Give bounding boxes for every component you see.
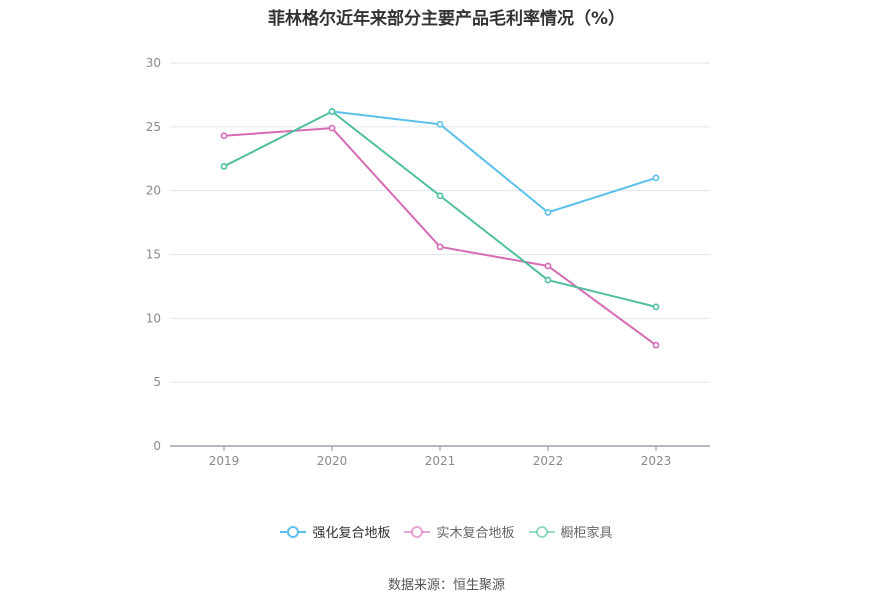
data-source: 数据来源：恒生聚源 [387,578,505,593]
legend: 强化复合地板 实木复合地板 橱柜家具 [0,522,893,541]
legend-item-3[interactable]: 橱柜家具 [528,522,613,541]
series-line [331,110,657,214]
y-axis-ticks: 0 5 10 15 20 25 30 [146,56,161,453]
data-point[interactable] [220,132,228,140]
series-1 [328,108,660,216]
x-tick-label: 2020 [317,454,348,468]
x-tick-label: 2023 [641,454,672,468]
y-tick-label: 15 [146,248,161,262]
chart-title: 菲林格尔近年来部分主要产品毛利率情况（%） [267,9,626,29]
legend-line-marker-icon [528,525,555,538]
legend-item-2[interactable]: 实木复合地板 [404,522,515,541]
legend-item-1[interactable]: 强化复合地板 [280,522,390,541]
data-point[interactable] [652,341,660,349]
legend-label: 强化复合地板 [312,526,391,541]
x-tick-label: 2021 [425,454,456,468]
grid-lines [170,62,710,383]
series-group [220,108,660,349]
data-point[interactable] [652,303,660,311]
y-tick-label: 30 [146,56,161,70]
data-point[interactable] [436,243,444,251]
series-2 [220,124,660,349]
data-point[interactable] [328,108,336,115]
x-tick-label: 2019 [209,454,240,468]
y-tick-label: 5 [153,375,161,389]
series-line [223,127,657,346]
data-point[interactable] [544,276,552,284]
x-axis: 2019 2020 2021 2022 2023 [170,445,710,468]
y-tick-label: 20 [146,184,161,198]
series-line [223,110,657,308]
data-point[interactable] [544,262,552,270]
legend-label: 实木复合地板 [436,526,515,541]
y-tick-label: 0 [153,439,161,453]
data-point[interactable] [544,208,552,216]
data-point[interactable] [436,120,444,128]
legend-line-marker-icon [404,525,431,538]
y-tick-label: 10 [146,311,161,325]
data-point[interactable] [220,163,228,170]
x-tick-label: 2022 [533,454,564,468]
data-point[interactable] [436,192,444,200]
legend-line-marker-icon [280,525,307,538]
y-tick-label: 25 [146,120,161,134]
series-3 [220,108,660,311]
data-point[interactable] [328,124,336,132]
legend-label: 橱柜家具 [560,526,613,541]
data-point[interactable] [652,174,660,182]
